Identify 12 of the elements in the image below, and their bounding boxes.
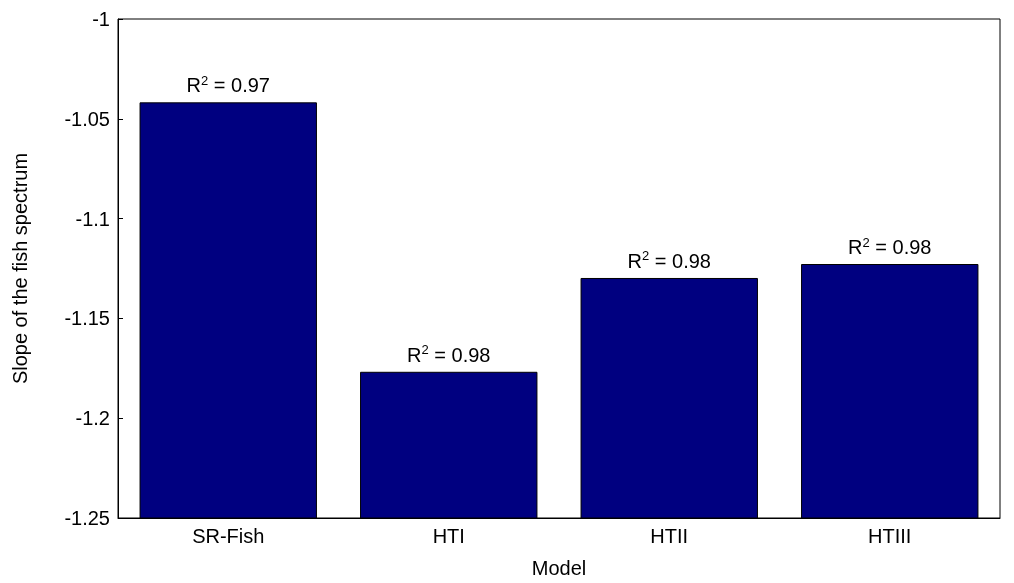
y-axis-title: Slope of the fish spectrum: [9, 152, 31, 385]
x-tick-label: HTII: [650, 525, 689, 547]
y-tick-label: -1.05: [64, 107, 110, 130]
x-tick-label: HTI: [432, 525, 465, 547]
x-tick-label: SR-Fish: [192, 525, 265, 547]
y-tick-label: -1.2: [75, 407, 110, 430]
y-tick-label: -1.25: [64, 507, 110, 529]
y-tick-label: -1.15: [64, 307, 110, 330]
y-tick-label: -1: [92, 8, 110, 30]
x-tick-label: HTIII: [868, 525, 912, 547]
x-axis-title: Model: [531, 557, 587, 579]
y-tick-label: -1.1: [75, 207, 110, 230]
